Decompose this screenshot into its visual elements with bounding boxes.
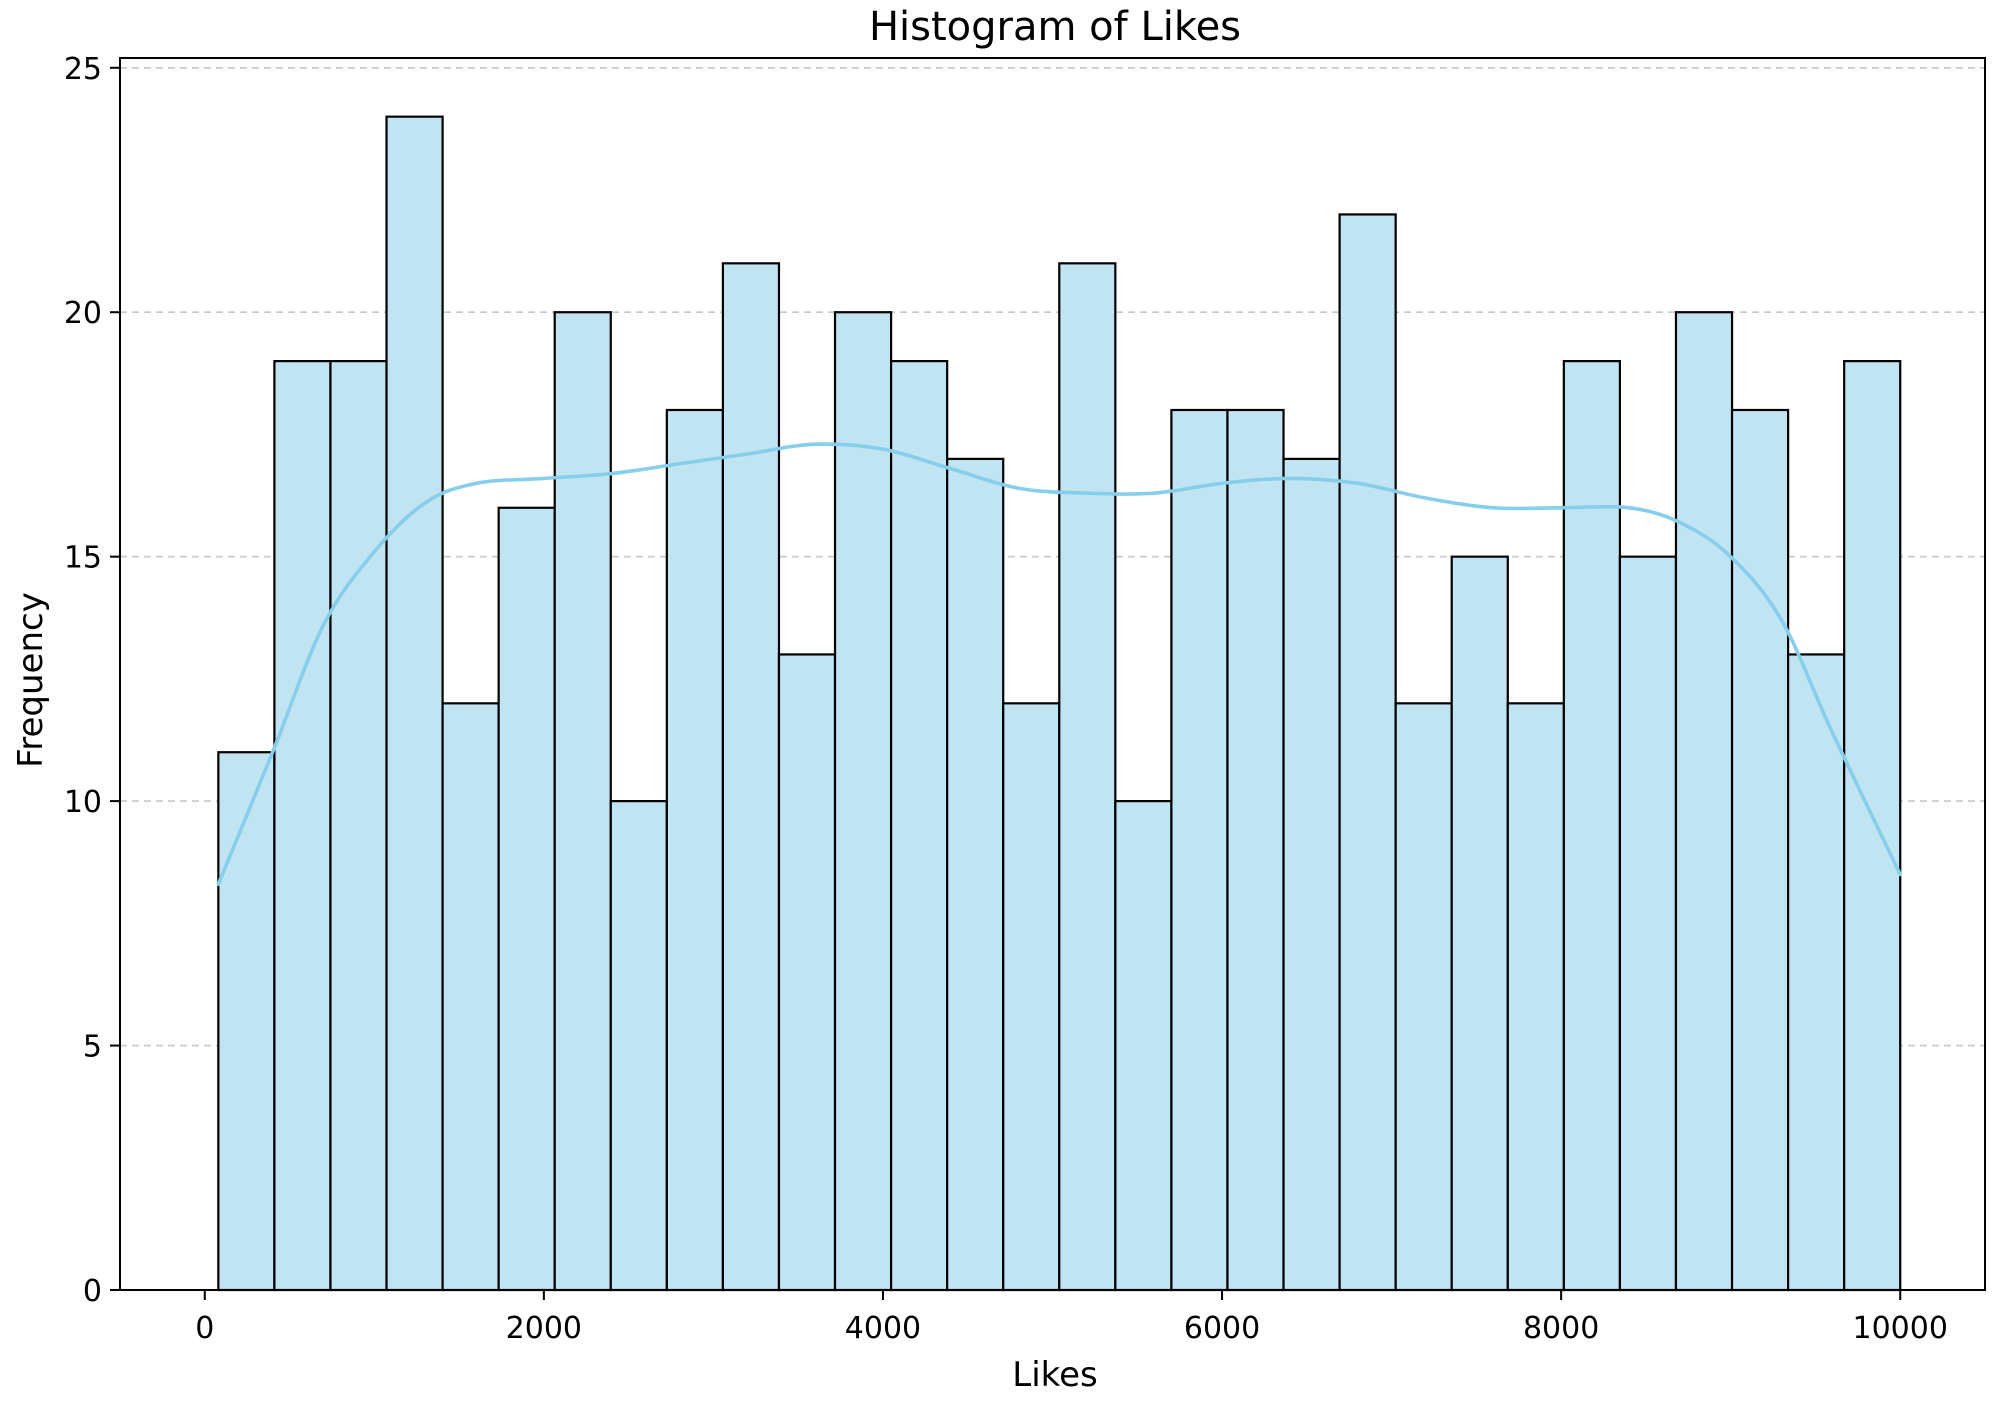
histogram-bar	[1170, 408, 1229, 1292]
histogram-bar	[1114, 800, 1173, 1292]
histogram-bar	[1506, 702, 1565, 1292]
y-tick-label: 15	[64, 541, 102, 576]
y-tick-label: 10	[64, 785, 102, 820]
histogram-bar	[329, 360, 388, 1292]
x-tick-label: 0	[195, 1311, 214, 1346]
histogram-bar	[1450, 555, 1509, 1292]
histogram-bar	[1730, 408, 1790, 1292]
x-tick-label: 6000	[1184, 1311, 1260, 1346]
histogram-bar	[1226, 408, 1285, 1292]
histogram-bar	[385, 115, 444, 1292]
histogram-bar	[497, 506, 556, 1292]
histogram-bar	[1843, 360, 1902, 1292]
histogram-bar	[1618, 555, 1678, 1292]
histogram-bar	[553, 311, 612, 1292]
histogram-bar	[1002, 702, 1061, 1292]
histogram-bar	[1058, 262, 1117, 1292]
histogram-bar	[1282, 457, 1341, 1292]
histogram-bar	[1338, 213, 1397, 1292]
histogram-bar	[1787, 653, 1846, 1292]
y-tick-label: 20	[64, 296, 102, 331]
histogram-bar	[946, 457, 1005, 1292]
histogram-bar	[609, 800, 668, 1292]
kde-curve	[216, 442, 1903, 887]
x-tick-label: 2000	[506, 1311, 582, 1346]
y-tick-label: 0	[83, 1274, 102, 1309]
x-tick-label: 10000	[1853, 1311, 1948, 1346]
y-tick-label: 5	[83, 1030, 102, 1065]
plot-frame	[119, 57, 1986, 1291]
x-tick-label: 8000	[1523, 1311, 1599, 1346]
axes	[110, 57, 1986, 1300]
kde-curve-group	[216, 442, 1903, 887]
y-axis-label: Frequency	[11, 592, 51, 768]
histogram-bar	[1394, 702, 1453, 1292]
histogram-bar	[1562, 360, 1622, 1292]
histogram-bar	[441, 702, 500, 1292]
chart-title: Histogram of Likes	[869, 4, 1241, 50]
tick-labels: 0 2000 4000 6000 8000 10000 0 5 10 15 20 25	[64, 52, 1948, 1346]
x-axis-label: Likes	[1012, 1355, 1098, 1395]
histogram-bar	[217, 751, 276, 1292]
histogram-bar	[1674, 311, 1734, 1292]
y-tick-label: 25	[64, 52, 102, 87]
histogram-bar	[833, 311, 893, 1292]
histogram-bar	[889, 360, 949, 1292]
histogram-bar	[665, 408, 725, 1292]
x-tick-label: 4000	[845, 1311, 921, 1346]
histogram-bar	[721, 262, 781, 1292]
histogram-bar	[273, 360, 332, 1292]
histogram-bars	[217, 115, 1902, 1292]
histogram-bar	[777, 653, 837, 1292]
